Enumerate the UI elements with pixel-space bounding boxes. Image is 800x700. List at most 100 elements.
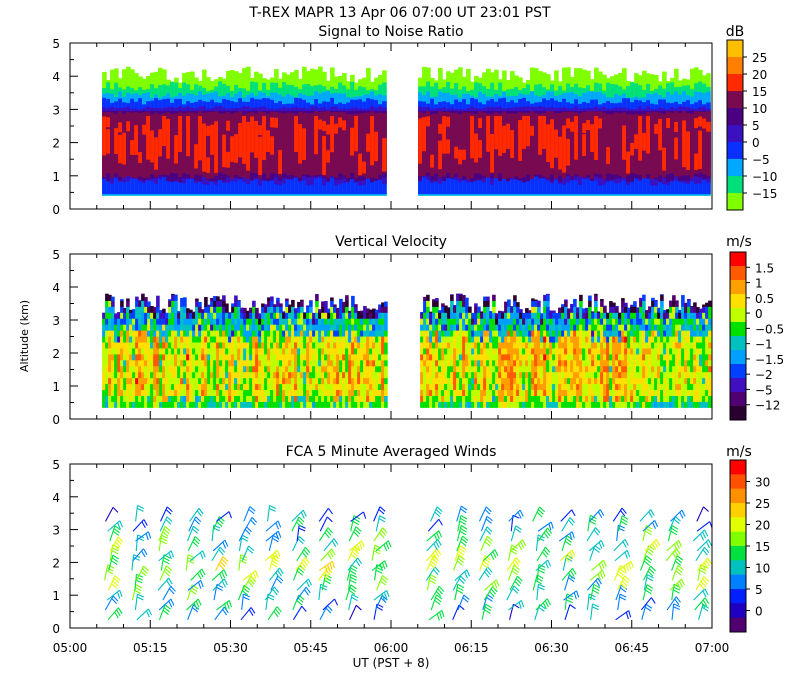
velocity-cell	[228, 389, 232, 396]
velocity-cell	[111, 342, 115, 349]
velocity-cell	[672, 306, 676, 313]
velocity-cell	[261, 336, 265, 343]
velocity-cell	[273, 401, 277, 408]
colorbar-label: 10	[752, 102, 767, 116]
velocity-cell	[519, 324, 523, 331]
velocity-cell	[564, 299, 568, 301]
velocity-cell	[189, 365, 193, 373]
snr-cell	[334, 111, 339, 178]
velocity-cell	[237, 306, 241, 313]
velocity-cell	[351, 383, 355, 391]
velocity-cell	[339, 324, 343, 331]
velocity-cell	[597, 312, 601, 319]
velocity-cell	[108, 318, 112, 325]
velocity-cell	[336, 312, 340, 319]
velocity-cell	[486, 389, 490, 396]
velocity-cell	[222, 377, 226, 385]
velocity-cell	[243, 324, 247, 331]
velocity-cell	[123, 389, 127, 396]
colorbar-label: −15	[752, 187, 777, 201]
velocity-cell	[210, 359, 214, 367]
velocity-cell	[462, 330, 466, 337]
velocity-cell	[642, 336, 646, 343]
velocity-cell	[336, 336, 340, 343]
velocity-cell	[309, 324, 313, 331]
velocity-cell	[258, 353, 262, 361]
velocity-cell	[669, 300, 673, 307]
velocity-cell	[504, 359, 508, 367]
velocity-cell	[591, 371, 595, 379]
velocity-cell	[216, 371, 220, 379]
velocity-cell	[186, 312, 190, 319]
velocity-cell	[357, 389, 361, 396]
velocity-cell	[561, 312, 565, 319]
velocity-cell	[681, 401, 685, 408]
velocity-cell	[444, 371, 448, 379]
velocity-cell	[165, 371, 169, 379]
velocity-cell	[504, 395, 508, 402]
velocity-cell	[264, 336, 268, 343]
velocity-cell	[345, 395, 349, 402]
velocity-cell	[168, 371, 172, 379]
velocity-cell	[531, 300, 535, 307]
velocity-cell	[318, 371, 322, 379]
velocity-cell	[537, 330, 541, 337]
velocity-cell	[165, 389, 169, 396]
velocity-cell	[288, 342, 292, 349]
velocity-cell	[246, 312, 250, 319]
velocity-cell	[288, 359, 292, 367]
velocity-cell	[561, 353, 565, 361]
velocity-cell	[435, 353, 439, 361]
velocity-cell	[522, 342, 526, 349]
velocity-cell	[381, 348, 385, 355]
velocity-cell	[207, 306, 211, 313]
velocity-cell	[351, 312, 355, 319]
velocity-cell	[180, 348, 184, 355]
velocity-cell	[375, 401, 379, 408]
velocity-cell	[117, 377, 121, 385]
velocity-cell	[135, 318, 139, 325]
velocity-cell	[561, 371, 565, 379]
colorbar-label: 0	[752, 136, 760, 150]
velocity-cell	[300, 299, 304, 301]
velocity-cell	[564, 330, 568, 337]
velocity-cell	[255, 401, 259, 408]
snr-cell	[322, 135, 327, 175]
velocity-cell	[501, 342, 505, 349]
velocity-cell	[639, 312, 643, 319]
velocity-cell	[480, 377, 484, 385]
velocity-cell	[129, 371, 133, 379]
velocity-cell	[321, 336, 325, 343]
velocity-cell	[315, 324, 319, 331]
velocity-cell	[345, 324, 349, 331]
snr-cell	[250, 122, 255, 153]
velocity-cell	[195, 353, 199, 361]
velocity-cell	[600, 318, 604, 325]
velocity-cell	[234, 371, 238, 379]
velocity-cell	[528, 371, 532, 379]
velocity-cell	[285, 306, 289, 313]
velocity-cell	[225, 401, 229, 408]
colorbar-swatch	[730, 336, 746, 351]
velocity-cell	[627, 348, 631, 355]
velocity-cell	[330, 342, 334, 349]
velocity-cell	[132, 377, 136, 385]
velocity-cell	[177, 336, 181, 343]
velocity-cell	[114, 324, 118, 331]
velocity-cell	[252, 353, 256, 361]
velocity-cell	[477, 365, 481, 373]
velocity-cell	[369, 401, 373, 408]
velocity-cell	[339, 342, 343, 349]
velocity-cell	[675, 395, 679, 402]
velocity-cell	[210, 365, 214, 373]
velocity-cell	[663, 348, 667, 355]
velocity-cell	[513, 395, 517, 402]
velocity-cell	[198, 306, 202, 313]
velocity-cell	[384, 342, 388, 349]
velocity-cell	[534, 312, 538, 319]
velocity-cell	[234, 389, 238, 396]
velocity-cell	[678, 348, 682, 355]
velocity-cell	[594, 365, 598, 373]
velocity-cell	[330, 395, 334, 402]
velocity-cell	[603, 365, 607, 373]
